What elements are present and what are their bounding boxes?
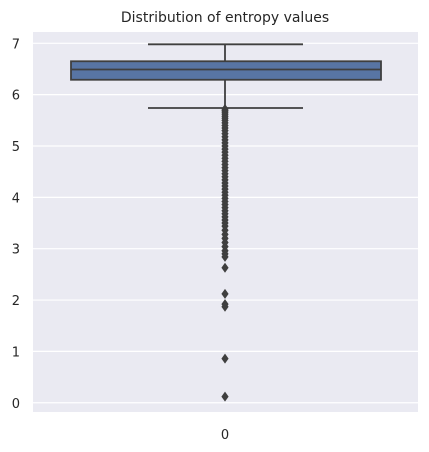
- y-tick-label: 7: [12, 37, 20, 52]
- y-tick-label: 5: [12, 140, 20, 155]
- interquartile-box: [70, 60, 382, 81]
- y-tick-label: 2: [12, 294, 20, 309]
- outlier-point: [221, 301, 229, 312]
- outlier-point: [221, 391, 229, 402]
- y-tick-labels: 0 1 2 3 4 5 6 7: [12, 37, 20, 411]
- y-tick-label: 4: [12, 191, 20, 206]
- y-tick-label: 3: [12, 243, 20, 258]
- outlier-point: [221, 288, 229, 299]
- x-tick-label: 0: [221, 428, 229, 443]
- y-tick-label: 1: [12, 345, 20, 360]
- y-tick-label: 0: [12, 397, 20, 412]
- chart-title: Distribution of entropy values: [121, 10, 329, 26]
- outlier-point: [221, 353, 229, 364]
- outlier-point: [221, 262, 229, 273]
- outlier-point: [221, 251, 229, 262]
- outlier-points: [221, 104, 229, 402]
- y-tick-label: 6: [12, 89, 20, 104]
